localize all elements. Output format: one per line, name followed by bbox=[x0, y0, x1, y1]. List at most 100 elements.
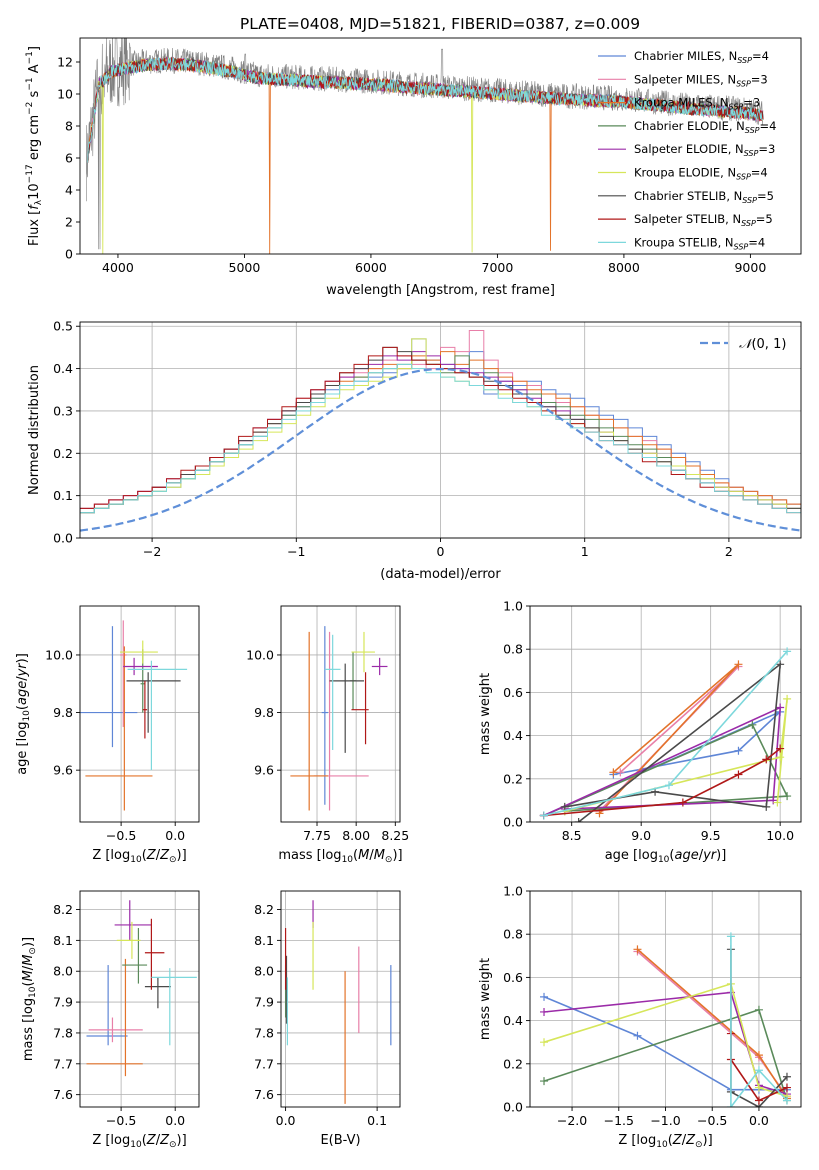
x-tick-label: 6000 bbox=[355, 260, 387, 275]
y-tick-label: 7.9 bbox=[53, 995, 73, 1010]
x-tick-label: 4000 bbox=[102, 260, 134, 275]
mass-weight-marker bbox=[754, 1066, 763, 1075]
mass-weight-marker bbox=[540, 992, 549, 1001]
errorbar-point bbox=[142, 680, 148, 739]
y-tick-label: 7.7 bbox=[254, 1056, 274, 1071]
errorbar-point bbox=[144, 977, 171, 1009]
y-tick-label: 9.6 bbox=[53, 763, 73, 778]
x-axis-label: mass [log10(M/M⊙)] bbox=[278, 848, 402, 865]
y-tick-label: 0.4 bbox=[503, 1013, 523, 1028]
model-spectrum-line bbox=[87, 57, 764, 163]
y-tick-label: 1.0 bbox=[503, 884, 523, 899]
x-tick-label: 0.0 bbox=[165, 1113, 185, 1128]
errorbar-point bbox=[85, 646, 153, 811]
mass-weight-marker bbox=[540, 1038, 549, 1047]
y-tick-label: 10 bbox=[57, 87, 73, 102]
errorbar-point bbox=[80, 626, 138, 748]
y-tick-label: 0.0 bbox=[503, 1100, 523, 1115]
mass-weight-marker bbox=[633, 1031, 642, 1040]
x-tick-label: 0 bbox=[437, 544, 445, 559]
y-axis-label: age [log10(age/yr)] bbox=[15, 653, 32, 775]
z-vs-mass-weight-panel: −2.0 −1.5 −1.0 −0.5 0.0 0.0 0.2 0.4 0.6 0.8 1.0 Z [… bbox=[478, 884, 802, 1150]
mass-weight-marker bbox=[762, 802, 771, 811]
x-tick-label: 2 bbox=[725, 544, 733, 559]
y-tick-label: 0.3 bbox=[53, 403, 73, 418]
x-tick-label: 9.0 bbox=[631, 828, 651, 843]
x-tick-label: 10.0 bbox=[766, 828, 794, 843]
histogram-step bbox=[80, 363, 801, 518]
legend-label: Salpeter MILES, NSSP=3 bbox=[634, 72, 768, 88]
legend-label: Kroupa ELODIE, NSSP=4 bbox=[634, 166, 768, 182]
mass-weight-marker bbox=[734, 746, 743, 755]
x-tick-label: −0.5 bbox=[106, 1113, 136, 1128]
mass-weight-marker bbox=[633, 945, 642, 954]
x-axis-label: Z [log10(Z/Z⊙)] bbox=[92, 848, 186, 865]
histogram-step bbox=[80, 351, 801, 514]
ebv-vs-mass-panel: 0.0 0.1 7.6 7.7 7.8 7.9 8.0 8.1 8.2 E(B-V) bbox=[254, 890, 401, 1148]
mass-weight-marker bbox=[782, 1096, 791, 1105]
axes-frame bbox=[280, 890, 401, 1108]
errorbar-point bbox=[351, 631, 375, 673]
x-tick-label: 8.00 bbox=[342, 828, 370, 843]
mass-weight-marker bbox=[776, 703, 785, 712]
errorbar-point bbox=[321, 626, 328, 805]
axes-frame bbox=[79, 890, 200, 1108]
y-axis-label: mass weight bbox=[478, 958, 493, 1040]
legend-label: Salpeter STELIB, NSSP=5 bbox=[634, 212, 773, 228]
y-tick-label: 0.2 bbox=[53, 446, 73, 461]
mass-weight-marker bbox=[540, 1007, 549, 1016]
x-axis-label: E(B-V) bbox=[320, 1133, 360, 1148]
mass-weight-marker bbox=[539, 811, 548, 820]
mass-weight-marker bbox=[776, 753, 785, 762]
mass-weight-marker bbox=[748, 720, 757, 729]
y-tick-label: 0.5 bbox=[53, 319, 73, 334]
y-tick-label: 0.8 bbox=[503, 927, 523, 942]
mass-weight-marker bbox=[783, 694, 792, 703]
spectrum-panel: 4000 5000 6000 7000 8000 9000 0 2 4 6 8 10 12 wavelen… bbox=[25, 37, 802, 298]
errorbar-point bbox=[120, 620, 127, 727]
y-tick-label: 2 bbox=[65, 215, 73, 230]
y-axis-label: Normed distribution bbox=[27, 365, 42, 495]
y-tick-label: 9.6 bbox=[254, 763, 274, 778]
errorbar-point bbox=[123, 657, 158, 676]
y-tick-label: 8.0 bbox=[254, 964, 274, 979]
y-tick-label: 7.7 bbox=[53, 1056, 73, 1071]
mass-weight-marker bbox=[726, 932, 735, 941]
x-tick-label: −1 bbox=[287, 544, 305, 559]
legend-label: Kroupa MILES, NSSP=3 bbox=[634, 96, 760, 112]
errorbar-point bbox=[116, 921, 141, 959]
errorbar-point bbox=[324, 634, 341, 750]
z-vs-age-panel: −0.5 0.0 9.6 9.8 10.0 Z [log10(Z/Z⊙)] age [log… bbox=[15, 605, 200, 865]
model-spectrum-line bbox=[87, 57, 764, 163]
axes-frame bbox=[79, 37, 802, 255]
x-tick-label: 0.1 bbox=[367, 1113, 387, 1128]
y-tick-label: 0.6 bbox=[503, 970, 523, 985]
y-tick-label: 7.6 bbox=[254, 1087, 274, 1102]
y-tick-label: 7.8 bbox=[53, 1025, 73, 1040]
z-vs-mass-panel: −0.5 0.0 7.6 7.7 7.8 7.9 8.0 8.1 8.2 Z [log10(Z/Z… bbox=[21, 890, 200, 1150]
mass-weight-line bbox=[543, 991, 788, 1095]
mass-weight-marker bbox=[609, 768, 618, 777]
age-vs-mass-weight-panel: 8.5 9.0 9.5 10.0 0.0 0.2 0.4 0.6 0.8 1.0 age [log1… bbox=[478, 599, 802, 865]
x-tick-label: 7000 bbox=[482, 260, 514, 275]
x-tick-label: −1.5 bbox=[604, 1113, 634, 1128]
mass-weight-marker bbox=[773, 798, 782, 807]
y-tick-label: 8.2 bbox=[254, 902, 274, 917]
legend-label: Chabrier STELIB, NSSP=5 bbox=[634, 189, 774, 205]
mass-weight-marker bbox=[678, 798, 687, 807]
panels: 4000 5000 6000 7000 8000 9000024681012wavelen… bbox=[15, 37, 802, 1150]
x-tick-label: −2 bbox=[143, 544, 161, 559]
y-tick-label: 8.2 bbox=[53, 902, 73, 917]
mass-weight-marker bbox=[754, 1051, 763, 1060]
y-tick-label: 7.8 bbox=[254, 1025, 274, 1040]
y-tick-label: 0.1 bbox=[53, 488, 73, 503]
mass-weight-marker bbox=[734, 770, 743, 779]
y-axis-label: mass [log10(M/M⊙)] bbox=[21, 937, 38, 1061]
mass-weight-marker bbox=[664, 781, 673, 790]
gaussian-curve bbox=[80, 367, 801, 532]
errorbar-point bbox=[120, 640, 158, 664]
y-tick-label: 1.0 bbox=[503, 599, 523, 614]
y-axis-label: Flux [fλ10−17 erg cm−2 s−1 A−1] bbox=[25, 46, 44, 246]
mass-vs-age-panel: 7.75 8.00 8.25 9.6 9.8 10.0 mass [log10(M/M⊙)] bbox=[246, 605, 409, 865]
